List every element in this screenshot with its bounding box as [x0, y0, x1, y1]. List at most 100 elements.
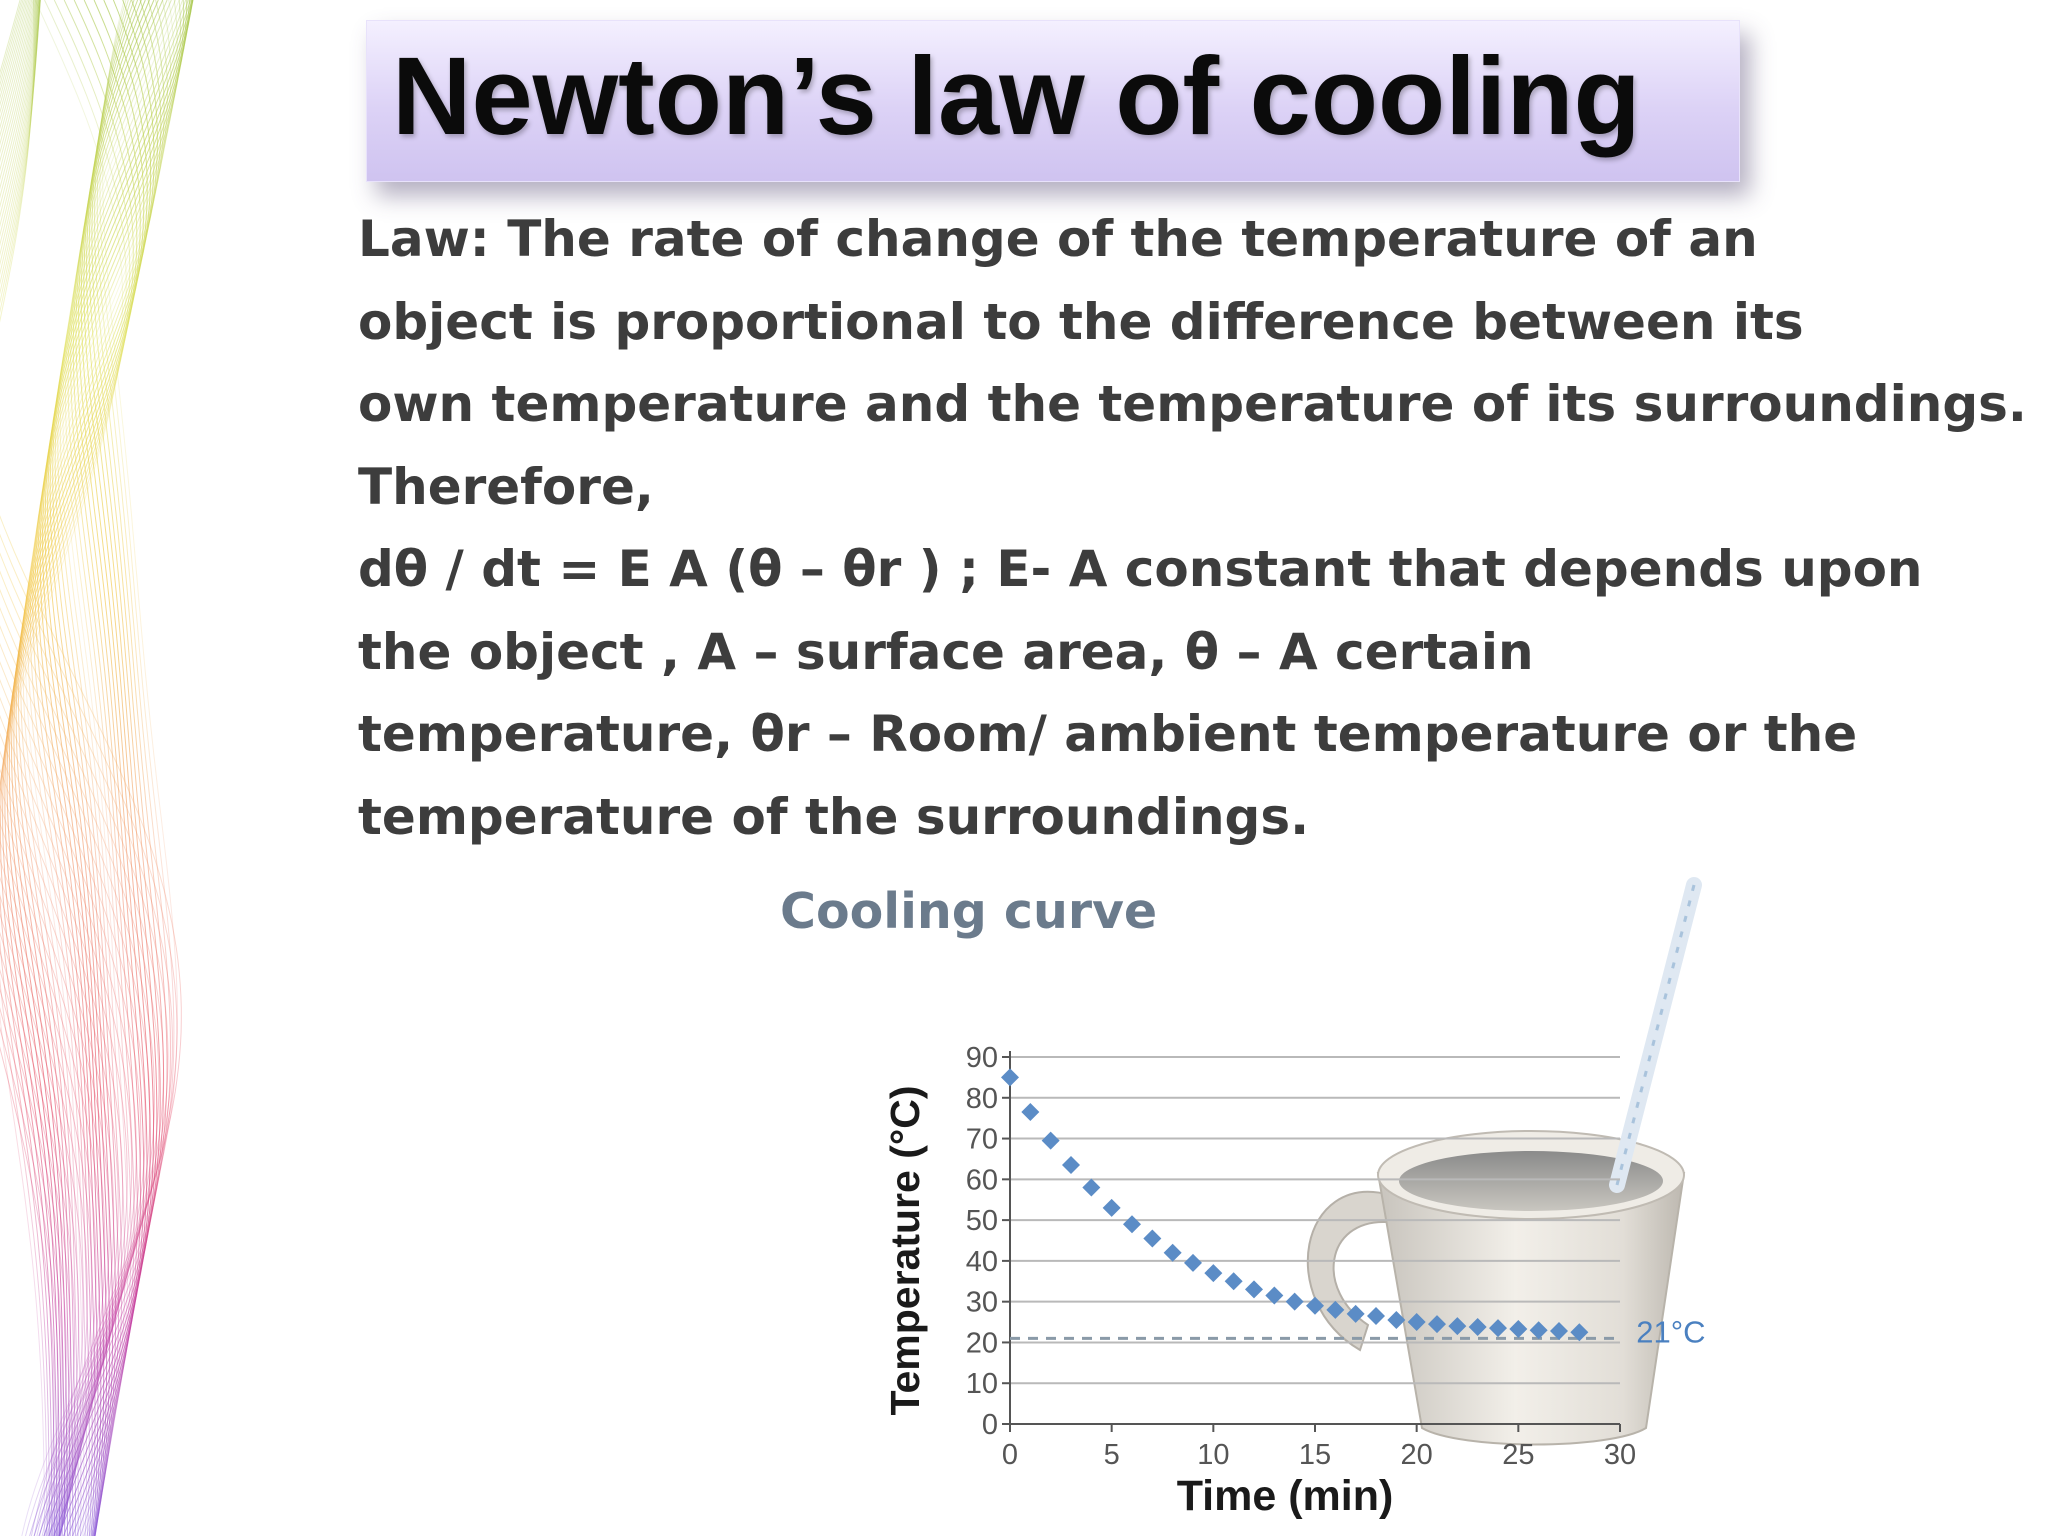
y-tick-label: 80 [966, 1083, 998, 1115]
mug-with-thermometer-icon [1306, 877, 1702, 1446]
thermometer-glass [1609, 877, 1702, 1193]
ribbon-strand [49, 0, 193, 1536]
ribbon-strand [13, 0, 158, 1536]
slide-title: Newton’s law of cooling [392, 35, 1641, 158]
ribbon-strand [0, 0, 67, 1536]
formula-line: dθ / dt = E A (θ – θr ) ; E- A constant … [358, 540, 1923, 598]
ribbon-strand [57, 0, 187, 1536]
data-point [1082, 1178, 1101, 1197]
data-point [1468, 1317, 1487, 1336]
x-tick-label: 25 [1502, 1439, 1534, 1471]
data-point [1102, 1198, 1121, 1217]
data-point [1224, 1272, 1243, 1291]
ribbon-strand [44, 0, 194, 1536]
body-line: temperature, θr – Room/ ambient temperat… [358, 705, 1858, 763]
ribbon-strand [0, 0, 84, 1536]
ribbon-strand [0, 0, 101, 1536]
data-point [1245, 1280, 1263, 1299]
data-point [1428, 1315, 1446, 1334]
x-tick-label: 15 [1299, 1439, 1331, 1471]
ribbon-strand [42, 0, 193, 1536]
title-banner [366, 20, 1740, 182]
ribbon-strand [0, 0, 71, 1536]
body-line: object is proportional to the difference… [358, 292, 1804, 351]
ribbon-strand [0, 0, 93, 1536]
ribbon-strand [0, 0, 55, 1536]
ribbon-strand [0, 0, 97, 1536]
x-axis-label: Time (min) [1177, 1472, 1394, 1520]
data-point [1326, 1300, 1345, 1319]
data-point [1041, 1131, 1060, 1150]
x-tick-label: 0 [1002, 1439, 1018, 1471]
y-tick-label: 10 [966, 1368, 998, 1400]
ribbon-strand [15, 0, 162, 1536]
data-point [1550, 1322, 1568, 1341]
ribbon-strand [32, 0, 185, 1536]
data-point [1306, 1296, 1324, 1315]
data-point [1346, 1304, 1365, 1323]
y-tick-label: 0 [982, 1409, 998, 1441]
ribbon-strand [0, 0, 88, 1536]
data-series [1001, 1068, 1589, 1342]
data-point [1021, 1103, 1040, 1122]
ribbon-strand [0, 0, 169, 1536]
ribbon-strand [0, 0, 124, 1536]
data-point [1489, 1319, 1507, 1338]
data-point [1163, 1243, 1182, 1262]
ribbon-strand [0, 0, 160, 1536]
y-tick-label: 50 [966, 1205, 998, 1237]
ribbon-strand [39, 0, 192, 1536]
data-point [1448, 1317, 1467, 1336]
x-tick-label: 5 [1104, 1439, 1120, 1471]
decorative-wave-ribbons [0, 0, 194, 1536]
ribbon-strand [33, 0, 168, 1536]
ribbon-strand [53, 0, 154, 1536]
x-tick-label: 20 [1401, 1439, 1433, 1471]
body-line: the object , A – surface area, θ – A cer… [358, 622, 1534, 681]
data-point [1509, 1319, 1528, 1338]
ribbon-strand [20, 0, 168, 1536]
ribbon-strand [38, 0, 165, 1536]
ribbon-strand [0, 0, 178, 1536]
ribbon-strand [0, 0, 134, 1536]
data-point [1265, 1286, 1284, 1305]
ribbon-strand [47, 0, 194, 1536]
ribbon-strand [0, 0, 80, 1536]
data-point [1285, 1292, 1304, 1311]
body-line: Therefore, [358, 457, 654, 516]
x-tick-label: 10 [1197, 1439, 1229, 1471]
data-point [1407, 1313, 1426, 1332]
data-point [1062, 1156, 1080, 1175]
ribbon-strand [27, 0, 178, 1536]
y-tick-label: 40 [966, 1246, 998, 1278]
data-point [1184, 1253, 1202, 1272]
law-description: Law: The rate of change of the temperatu… [358, 198, 2038, 858]
ribbon-strand [29, 0, 171, 1536]
ribbon-strand [0, 0, 106, 1536]
ribbon-strand [0, 0, 59, 1536]
ribbon-strand [25, 0, 175, 1536]
data-point [1529, 1321, 1548, 1340]
body-line: temperature of the surroundings. [358, 787, 1310, 846]
mug-body [1376, 1172, 1686, 1446]
ribbon-lines [0, 0, 194, 1536]
ribbon-strand [0, 0, 182, 1536]
cooling-curve-chart: 0 10 20 30 40 50 60 70 80 90 0 5 10 15 20 25 30 21°C Time … [882, 877, 1706, 1520]
y-tick-label: 90 [966, 1042, 998, 1074]
ribbon-strand [43, 0, 161, 1536]
ambient-temperature-label: 21°C [1636, 1314, 1705, 1349]
mug-handle [1306, 1190, 1392, 1352]
ribbon-strand [34, 0, 188, 1536]
chart-title: Cooling curve [780, 883, 1158, 940]
y-tick-label: 20 [966, 1327, 998, 1359]
ribbon-strand [52, 0, 191, 1536]
data-point [1204, 1264, 1223, 1283]
y-tick-label: 30 [966, 1287, 998, 1319]
y-axis-label: Temperature (°C) [882, 1085, 928, 1415]
ribbon-strand [48, 0, 158, 1536]
data-point [1570, 1323, 1589, 1342]
ribbon-strand [0, 0, 110, 1536]
body-line: own temperature and the temperature of i… [358, 375, 2027, 433]
ribbon-strand [0, 0, 63, 1536]
data-point [1387, 1311, 1406, 1330]
